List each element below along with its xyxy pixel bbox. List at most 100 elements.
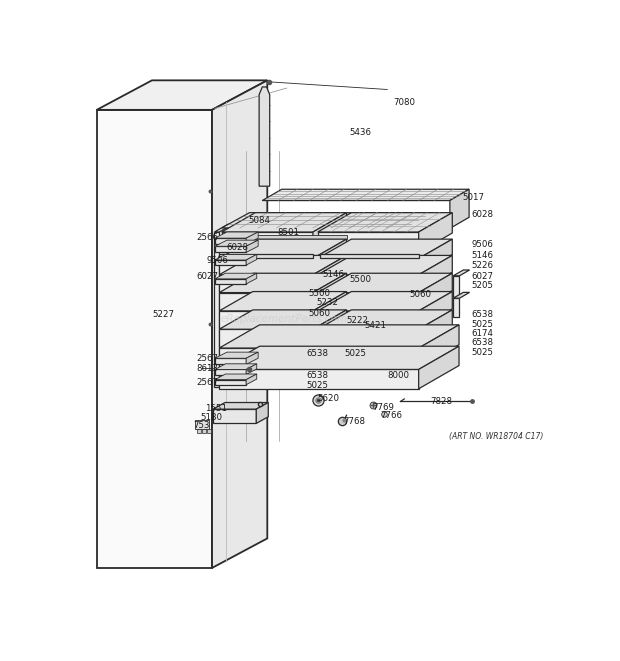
Text: 5222: 5222 [347, 315, 368, 325]
Polygon shape [246, 352, 258, 364]
Polygon shape [219, 275, 313, 292]
Polygon shape [206, 430, 211, 432]
Text: 5500: 5500 [308, 289, 330, 297]
Polygon shape [215, 240, 258, 247]
Polygon shape [453, 298, 459, 317]
Text: 7080: 7080 [394, 98, 415, 106]
Text: 6538: 6538 [306, 371, 328, 380]
Polygon shape [418, 346, 459, 389]
Polygon shape [219, 255, 347, 275]
Text: 2566: 2566 [197, 233, 219, 242]
Polygon shape [219, 292, 347, 311]
Text: 6027: 6027 [471, 272, 494, 281]
Text: eReplacementParts.com: eReplacementParts.com [221, 313, 348, 323]
Polygon shape [418, 292, 453, 329]
Polygon shape [246, 364, 257, 375]
Polygon shape [197, 430, 201, 432]
Polygon shape [317, 292, 453, 311]
Polygon shape [215, 254, 257, 260]
Polygon shape [246, 240, 258, 253]
Polygon shape [317, 213, 453, 232]
Polygon shape [213, 403, 268, 409]
Polygon shape [246, 232, 258, 244]
Polygon shape [219, 325, 459, 348]
Polygon shape [313, 310, 347, 347]
Polygon shape [213, 409, 256, 424]
Text: 5084: 5084 [248, 216, 270, 225]
Polygon shape [418, 310, 453, 347]
Text: 2567: 2567 [197, 354, 219, 363]
Polygon shape [219, 346, 459, 369]
Text: 5436: 5436 [349, 128, 371, 137]
Text: 6538: 6538 [471, 338, 494, 347]
Text: 6174: 6174 [471, 329, 494, 338]
Polygon shape [317, 275, 418, 292]
Text: 1551: 1551 [205, 404, 227, 413]
Polygon shape [450, 189, 469, 229]
Text: 6538: 6538 [471, 311, 494, 319]
Polygon shape [418, 239, 453, 274]
Polygon shape [453, 292, 469, 298]
Polygon shape [215, 260, 246, 265]
Polygon shape [313, 213, 347, 253]
Polygon shape [313, 255, 347, 292]
Polygon shape [317, 239, 453, 258]
Text: 5146: 5146 [322, 270, 345, 279]
Text: 5620: 5620 [317, 395, 339, 403]
Polygon shape [317, 258, 418, 274]
Polygon shape [418, 255, 453, 292]
Text: 6538: 6538 [306, 349, 328, 358]
Polygon shape [313, 292, 347, 329]
Polygon shape [215, 374, 257, 379]
Text: 8501: 8501 [277, 227, 299, 237]
Polygon shape [259, 87, 270, 186]
Polygon shape [317, 311, 418, 329]
Text: 9506: 9506 [471, 240, 494, 249]
Polygon shape [215, 273, 257, 279]
Polygon shape [219, 311, 313, 329]
Text: 6028: 6028 [226, 243, 249, 252]
Polygon shape [246, 374, 257, 385]
Text: 5205: 5205 [471, 281, 494, 290]
Polygon shape [195, 420, 209, 430]
Polygon shape [215, 232, 219, 387]
Polygon shape [202, 430, 206, 432]
Text: 7769: 7769 [373, 403, 394, 412]
Text: 5025: 5025 [471, 348, 494, 357]
Polygon shape [453, 270, 469, 276]
Polygon shape [97, 110, 212, 568]
Polygon shape [313, 273, 347, 310]
Polygon shape [215, 358, 246, 364]
Polygon shape [215, 379, 246, 385]
Polygon shape [453, 276, 459, 297]
Text: 2567: 2567 [197, 377, 219, 387]
Polygon shape [219, 329, 313, 347]
Polygon shape [219, 293, 313, 310]
Polygon shape [219, 310, 347, 329]
Text: 8000: 8000 [388, 371, 409, 380]
Polygon shape [219, 239, 347, 258]
Text: 5025: 5025 [471, 320, 494, 329]
Polygon shape [246, 254, 257, 265]
Text: 5025: 5025 [306, 381, 328, 390]
Text: 6027: 6027 [197, 272, 219, 281]
Text: 5232: 5232 [317, 297, 339, 307]
Text: (ART NO. WR18704 C17): (ART NO. WR18704 C17) [450, 432, 544, 441]
Text: 5227: 5227 [152, 310, 174, 319]
Polygon shape [219, 348, 418, 368]
Text: 5060: 5060 [308, 309, 330, 318]
Polygon shape [317, 310, 453, 329]
Polygon shape [246, 273, 257, 284]
Text: 5017: 5017 [462, 193, 484, 202]
Text: 5180: 5180 [200, 412, 222, 422]
Text: 7828: 7828 [431, 397, 453, 406]
Polygon shape [219, 369, 418, 389]
Polygon shape [212, 81, 267, 568]
Text: 5146: 5146 [471, 251, 494, 260]
Polygon shape [404, 213, 432, 253]
Polygon shape [215, 238, 246, 244]
Polygon shape [317, 232, 418, 253]
Text: 5421: 5421 [365, 321, 387, 330]
Polygon shape [317, 293, 418, 310]
Polygon shape [320, 254, 418, 258]
